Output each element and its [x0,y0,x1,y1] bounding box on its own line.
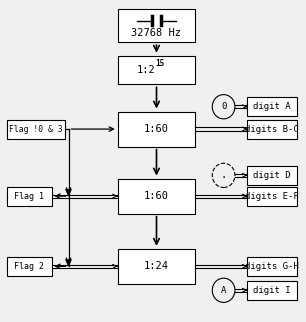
Text: Flag !0 & 3: Flag !0 & 3 [9,125,63,134]
Text: digit I: digit I [253,286,291,295]
FancyBboxPatch shape [248,257,297,276]
FancyBboxPatch shape [248,119,297,139]
Text: 1:60: 1:60 [144,191,169,201]
Text: 1:60: 1:60 [144,124,169,134]
Text: digits E-F: digits E-F [245,192,299,201]
FancyBboxPatch shape [118,56,195,84]
FancyBboxPatch shape [118,249,195,284]
FancyBboxPatch shape [118,9,195,42]
Text: Flag 1: Flag 1 [14,192,44,201]
Text: 0: 0 [221,102,226,111]
FancyBboxPatch shape [248,186,297,206]
Text: digit A: digit A [253,102,291,111]
Text: 15: 15 [156,59,165,68]
FancyBboxPatch shape [7,257,51,276]
Text: digits B-C: digits B-C [245,125,299,134]
Polygon shape [65,189,72,197]
FancyBboxPatch shape [248,97,297,116]
Text: 1:2: 1:2 [136,65,155,75]
Polygon shape [65,259,72,267]
FancyBboxPatch shape [248,166,297,185]
Text: 32768 Hz: 32768 Hz [132,28,181,38]
FancyBboxPatch shape [7,119,65,139]
Text: .: . [221,170,227,180]
FancyBboxPatch shape [118,111,195,147]
Text: A: A [221,286,226,295]
Text: 1:24: 1:24 [144,261,169,271]
Text: Flag 2: Flag 2 [14,262,44,271]
FancyBboxPatch shape [118,179,195,214]
FancyBboxPatch shape [7,186,51,206]
Text: digit D: digit D [253,171,291,180]
FancyBboxPatch shape [248,281,297,300]
Text: digits G-H: digits G-H [245,262,299,271]
